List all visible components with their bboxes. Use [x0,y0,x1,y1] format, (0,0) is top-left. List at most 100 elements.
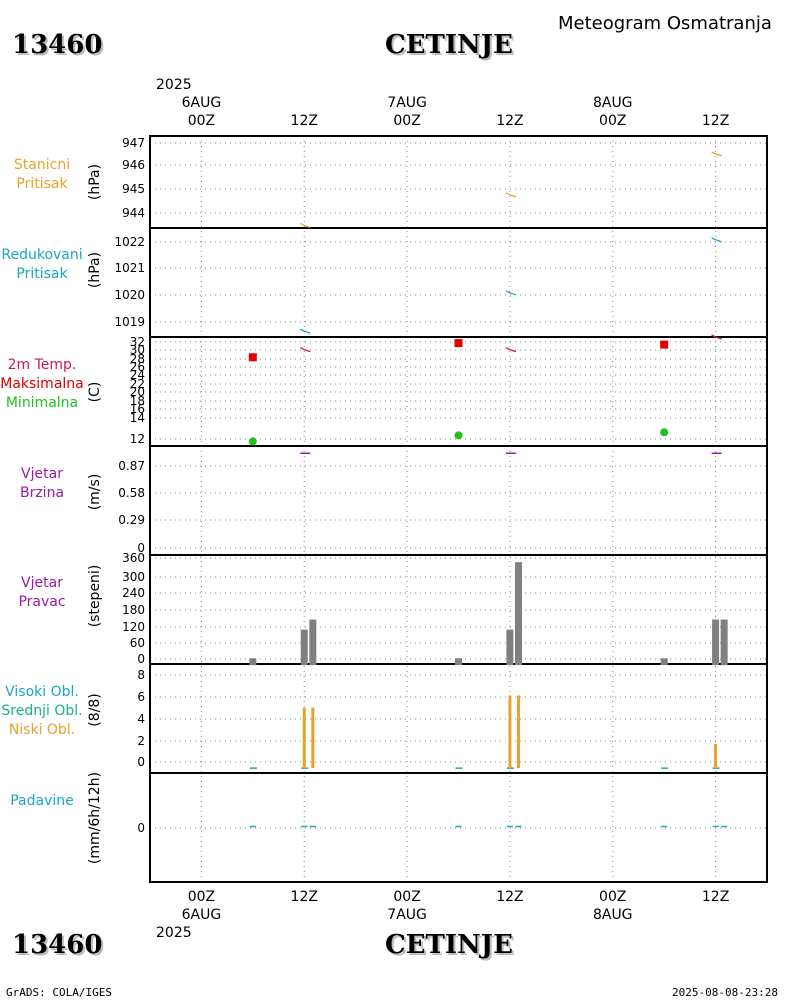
panel-label: Pritisak [16,176,68,192]
tmin-marker [454,431,463,440]
panel-label: 2m Temp. [7,357,77,373]
y-tick-label: 16 [129,402,145,416]
top-date-label: 6AUG [181,95,222,111]
y-tick-label: 6 [137,690,145,704]
y-tick-label: 26 [129,360,145,374]
tmax-marker [454,339,463,348]
wind-direction-bar [506,629,514,666]
y-tick-label: 944 [122,206,145,220]
wind-direction-bar [660,658,668,666]
bottom-hour-label: 00Z [393,889,421,905]
y-tick-label: 300 [122,570,145,584]
y-tick-label: 0.58 [118,486,145,500]
y-tick-label: 946 [122,158,145,172]
panel-label: Pritisak [16,266,68,282]
bottom-hour-label: 00Z [187,889,216,905]
y-tick-label: 22 [129,377,145,391]
top-hour-label: 00Z [599,113,627,129]
wind-direction-bar [249,658,257,666]
tmax-marker [660,340,669,349]
low-cloud-bar [714,743,718,769]
footer-timestamp: 2025-08-08-23:28 [672,986,778,999]
top-year: 2025 [156,77,192,93]
t2m-point [711,334,722,340]
y-tick-label: 0.29 [118,513,145,527]
y-tick-label: 24 [129,368,145,382]
y-tick-label: 2 [137,734,145,748]
panel-label: Redukovani [1,247,83,263]
station-id: 13460 [12,30,103,60]
bottom-date-label: 6AUG [181,907,222,923]
y-tick-label: 0 [137,652,145,666]
y-tick-label: 0.87 [118,459,145,473]
panel-label: Niski Obl. [8,722,76,738]
y-tick-label: 1022 [114,235,145,249]
wind-direction-bar [720,619,728,666]
t2m-point [299,347,311,353]
panel-label: Srednji Obl. [1,703,83,719]
plot-frame [149,135,768,883]
bottom-year: 2025 [156,925,192,941]
y-tick-label: 30 [129,343,145,357]
tmin-marker [248,437,257,446]
y-tick-label: 12 [129,432,145,446]
y-tick-label: 120 [122,620,145,634]
y-tick-label: 32 [129,335,145,349]
wind-direction-bar [300,629,308,666]
panel-label: Minimalna [5,395,79,411]
y-tick-label: 8 [137,668,145,682]
low-cloud-bar [516,695,520,769]
y-tick-label: 14 [129,411,145,425]
station-pressure-point [711,151,722,157]
reduced-pressure-point [505,290,517,296]
y-tick-label: 0 [137,541,145,555]
top-hour-label: 12Z [290,113,318,129]
panel-label: Visoki Obl. [5,684,79,700]
y-tick-label: 20 [129,385,145,399]
y-tick-label: 240 [122,586,145,600]
station-pressure-point [299,222,311,229]
low-cloud-bar [311,707,315,769]
panel-label: Pravac [18,594,66,610]
reduced-pressure-point [711,237,722,243]
y-tick-label: 180 [122,603,145,617]
tmin-marker [660,428,669,437]
panel-label: Brzina [19,485,65,501]
reduced-pressure-point [299,328,311,334]
top-hour-label: 00Z [393,113,421,129]
top-date-label: 7AUG [387,95,427,111]
panel-label: Vjetar [21,575,63,591]
bottom-date-label: 8AUG [592,907,633,923]
low-cloud-bar [508,695,512,769]
y-tick-label: 1020 [114,288,145,302]
bottom-hour-label: 12Z [496,889,524,905]
top-hour-label: 12Z [701,113,730,129]
panel-label: Padavine [10,793,74,809]
footer-station-id: 13460 [12,930,103,960]
bottom-hour-label: 12Z [290,889,318,905]
tmax-marker [248,353,257,362]
footer-station-name: CETINJE [385,930,513,960]
y-tick-label: 945 [122,182,145,196]
bottom-hour-label: 12Z [701,889,730,905]
y-tick-label: 1019 [114,315,145,329]
wind-direction-bar [455,658,462,666]
y-tick-label: 0 [137,755,145,769]
station-name: CETINJE [385,30,513,60]
meteogram-title: Meteogram Osmatranja [558,13,772,34]
top-date-label: 8AUG [592,95,633,111]
top-hour-label: 00Z [187,113,216,129]
y-tick-label: 18 [129,394,145,408]
low-cloud-bar [302,707,306,769]
station-pressure-point [505,192,517,198]
bottom-hour-label: 00Z [599,889,627,905]
panel-label: Stanicni [13,157,71,173]
y-tick-label: 1021 [114,261,145,275]
panel-label: Maksimalna [0,376,84,392]
y-tick-label: 28 [129,352,145,366]
y-tick-label: 360 [122,551,145,565]
top-hour-label: 12Z [496,113,524,129]
y-tick-label: 0 [137,821,145,835]
wind-direction-bar [309,619,317,666]
